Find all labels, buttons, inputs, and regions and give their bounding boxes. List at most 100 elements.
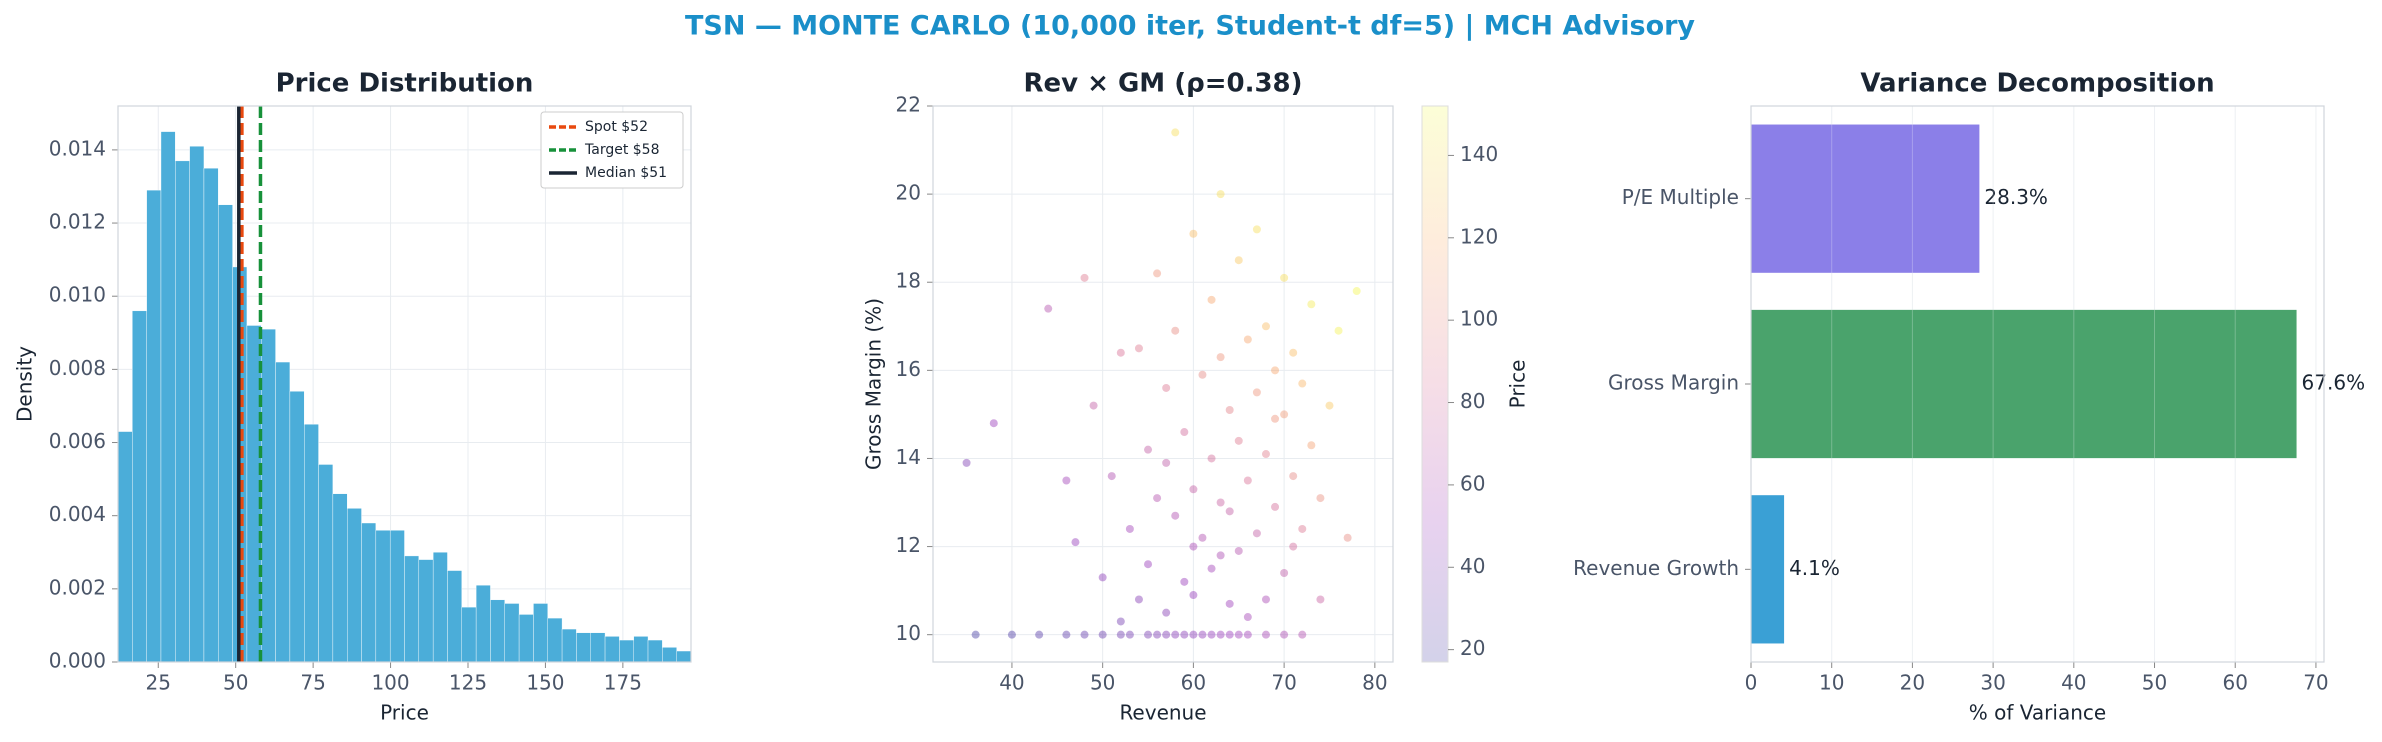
scatter-point [1225, 405, 1234, 414]
bar [318, 464, 334, 663]
value-label: 28.3% [1984, 185, 2048, 209]
y-tick-label: 0.002 [49, 575, 106, 599]
bar [189, 146, 205, 663]
scatter-point [1171, 326, 1180, 335]
scatter-point [1298, 379, 1307, 388]
bar [132, 310, 147, 663]
y-tick-label: 0.006 [49, 429, 106, 453]
colorbar-tick-label: 80 [1460, 389, 1485, 413]
scatter-point [1252, 529, 1261, 538]
scatter-point [1171, 630, 1180, 639]
scatter-point [1343, 533, 1352, 542]
bar [676, 650, 692, 663]
scatter-point [1271, 502, 1280, 511]
x-axis-label: % of Variance [1969, 701, 2106, 725]
x-axis-label: Revenue [1119, 701, 1206, 725]
scatter-point [1089, 401, 1098, 410]
x-tick-label: 70 [2303, 671, 2328, 695]
colorbar-tick-label: 140 [1460, 142, 1498, 166]
category-label: P/E Multiple [1622, 185, 1739, 209]
bar [175, 160, 190, 663]
scatter-point [1252, 388, 1261, 397]
scatter-point [1261, 322, 1270, 331]
scatter-point [1234, 436, 1243, 445]
bar [289, 391, 305, 663]
bar [218, 204, 233, 663]
category-label: Gross Margin [1608, 371, 1739, 395]
scatter-point [1116, 348, 1125, 357]
scatter-point [1098, 630, 1107, 639]
scatter-point [1280, 630, 1289, 639]
scatter-point [1316, 494, 1325, 503]
y-tick-label: 20 [896, 181, 921, 205]
bar [647, 639, 663, 663]
colorbar-label: Price [1506, 360, 1530, 409]
y-tick-label: 0.008 [49, 356, 106, 380]
axes-title: Variance Decomposition [1860, 69, 2214, 99]
scatter-point [989, 419, 998, 428]
x-tick-label: 50 [1090, 671, 1115, 695]
scatter-point [1252, 225, 1261, 234]
y-tick-label: 0.012 [49, 210, 106, 234]
bar [475, 584, 491, 663]
scatter-point [1243, 630, 1252, 639]
y-tick-label: 22 [896, 93, 921, 117]
bar [347, 508, 362, 663]
y-axis-label: Density [13, 346, 37, 422]
scatter-point [1125, 630, 1134, 639]
scatter-point [1180, 577, 1189, 586]
x-tick-label: 40 [2061, 671, 2086, 695]
scatter-point [1171, 511, 1180, 520]
bar [447, 570, 463, 663]
category-label: Revenue Growth [1573, 556, 1739, 580]
legend-label: Spot $52 [585, 119, 648, 135]
bar [117, 431, 133, 663]
bar [404, 555, 420, 663]
scatter-point [1071, 538, 1080, 547]
scatter-point [1280, 410, 1289, 419]
x-tick-label: 100 [371, 671, 409, 695]
scatter-point [1107, 472, 1116, 481]
y-tick-label: 14 [896, 445, 921, 469]
x-tick-label: 60 [1181, 671, 1206, 695]
bar [1751, 309, 2297, 459]
scatter-point [971, 630, 980, 639]
bar [604, 636, 620, 663]
scatter-point [1243, 613, 1252, 622]
scatter-point [1298, 524, 1307, 533]
axes-frame [932, 105, 1394, 663]
y-tick-label: 10 [896, 621, 921, 645]
y-tick-label: 18 [896, 269, 921, 293]
bar [361, 522, 377, 663]
x-tick-label: 20 [1900, 671, 1925, 695]
scatter-point [1162, 630, 1171, 639]
bar [1751, 124, 1980, 273]
bar [518, 614, 534, 663]
colorbar-tick-label: 100 [1460, 307, 1498, 331]
axes-title: Rev × GM (ρ=0.38) [1023, 69, 1302, 99]
y-tick-label: 0.014 [49, 136, 106, 160]
scatter-point [1189, 229, 1198, 238]
bar [576, 632, 591, 663]
x-tick-label: 25 [146, 671, 171, 695]
bar [389, 530, 405, 663]
x-tick-label: 10 [1819, 671, 1844, 695]
scatter-point [1153, 269, 1162, 278]
scatter-point [1289, 348, 1298, 357]
scatter-point [1307, 441, 1316, 450]
scatter-point [1334, 326, 1343, 335]
scatter-point [1198, 370, 1207, 379]
scatter-point [1162, 608, 1171, 617]
x-tick-label: 60 [2222, 671, 2247, 695]
bar [304, 424, 319, 663]
y-tick-label: 0.004 [49, 502, 106, 526]
scatter-point [1125, 524, 1134, 533]
scatter-point [1189, 542, 1198, 551]
bar [432, 552, 448, 663]
scatter-point [1243, 335, 1252, 344]
bar [203, 167, 219, 663]
scatter-point [1261, 450, 1270, 459]
bar [146, 189, 162, 663]
scatter-point [1134, 344, 1143, 353]
